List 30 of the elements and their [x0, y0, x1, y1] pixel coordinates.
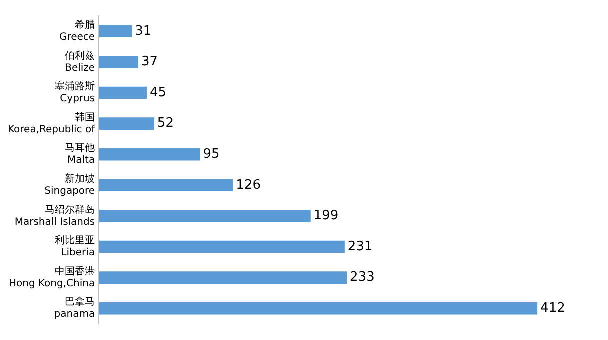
bar [99, 118, 154, 130]
y-tick-label: 巴拿马 panama [54, 296, 96, 320]
y-tick-label: 马绍尔群岛 Marshall Islands [14, 204, 96, 228]
data-label: 199 [314, 208, 339, 224]
bar [99, 148, 200, 161]
y-tick-label: 塞浦路斯 Cyprus [55, 80, 96, 105]
bar [99, 272, 348, 284]
y-tick-label: 伯利兹 Belize [65, 50, 96, 74]
data-label: 52 [157, 116, 174, 132]
data-label: 95 [203, 146, 220, 162]
y-tick-label: 希腊 Greece [59, 18, 96, 43]
bar [99, 302, 538, 315]
bar [99, 25, 132, 38]
data-label: 126 [236, 178, 262, 193]
bar [99, 210, 311, 222]
data-label: 31 [135, 24, 152, 39]
y-tick-label: 新加坡 Singapore [44, 172, 96, 197]
y-tick-label: 利比里亚 Liberia [55, 234, 96, 259]
data-label: 45 [150, 85, 167, 100]
data-label: 37 [141, 54, 158, 70]
data-label: 233 [350, 270, 375, 286]
data-label: 412 [540, 300, 566, 316]
bar [99, 179, 234, 192]
bar [99, 240, 345, 254]
data-label: 231 [348, 239, 373, 254]
y-tick-label: 中国香港 Hong Kong,China [8, 265, 96, 290]
bar [99, 86, 147, 100]
y-tick-label: 韩国 Korea,Republic of [8, 111, 96, 136]
bar [99, 56, 138, 68]
y-tick-label: 马耳他 Malta [65, 142, 96, 166]
